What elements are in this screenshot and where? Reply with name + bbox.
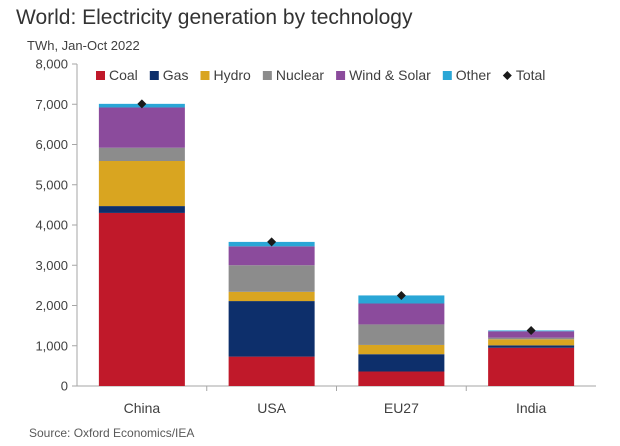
bar-segment <box>228 356 315 386</box>
bar-segment <box>98 206 185 213</box>
legend-swatch <box>336 71 346 80</box>
x-tick-label: China <box>124 400 161 416</box>
legend-swatch <box>442 71 452 80</box>
legend-label: Wind & Solar <box>349 67 431 83</box>
bar-segment <box>358 344 445 355</box>
bar-segment <box>228 301 315 357</box>
legend-label: Other <box>456 67 491 83</box>
bar-segment <box>488 337 575 340</box>
bar-segment <box>98 147 185 162</box>
y-tick-label: 1,000 <box>35 338 68 353</box>
y-tick-label: 4,000 <box>35 218 68 233</box>
legend-swatch <box>262 71 272 80</box>
y-tick-label: 3,000 <box>35 258 68 273</box>
total-marker <box>396 290 406 300</box>
y-tick-label: 6,000 <box>35 137 68 152</box>
bar-segment <box>358 324 445 345</box>
y-tick-label: 0 <box>61 379 68 394</box>
legend-label: Gas <box>163 67 189 83</box>
y-tick-label: 8,000 <box>35 57 68 72</box>
y-tick-label: 2,000 <box>35 298 68 313</box>
legend-swatch <box>149 71 159 80</box>
bar-segment <box>228 246 315 266</box>
total-marker <box>526 325 536 335</box>
legend-label: Hydro <box>213 67 251 83</box>
chart-title: World: Electricity generation by technol… <box>16 6 413 29</box>
legend-label: Nuclear <box>276 67 325 83</box>
bar-segment <box>228 265 315 292</box>
legend-swatch <box>200 71 210 80</box>
bar-segment <box>358 303 445 325</box>
legend-swatch <box>502 71 512 80</box>
bar-segment <box>98 212 185 386</box>
bar-segment <box>488 339 575 346</box>
bar-segment <box>358 354 445 372</box>
y-tick-label: 7,000 <box>35 97 68 112</box>
bar-segment <box>98 107 185 148</box>
legend-label: Total <box>516 67 546 83</box>
y-tick-label: 5,000 <box>35 177 68 192</box>
x-tick-label: EU27 <box>384 400 419 416</box>
legend-label: Coal <box>109 67 138 83</box>
x-tick-label: USA <box>257 400 286 416</box>
total-marker <box>137 99 147 109</box>
chart-subtitle: TWh, Jan-Oct 2022 <box>27 38 140 53</box>
bar-segment <box>488 345 575 348</box>
bar-segment <box>98 161 185 207</box>
chart-source: Source: Oxford Economics/IEA <box>29 426 195 440</box>
bar-segment <box>488 347 575 386</box>
legend-swatch <box>96 71 105 80</box>
total-marker <box>267 237 277 247</box>
bar-segment <box>358 371 445 386</box>
bar-segment <box>228 291 315 302</box>
x-tick-label: India <box>516 400 547 416</box>
